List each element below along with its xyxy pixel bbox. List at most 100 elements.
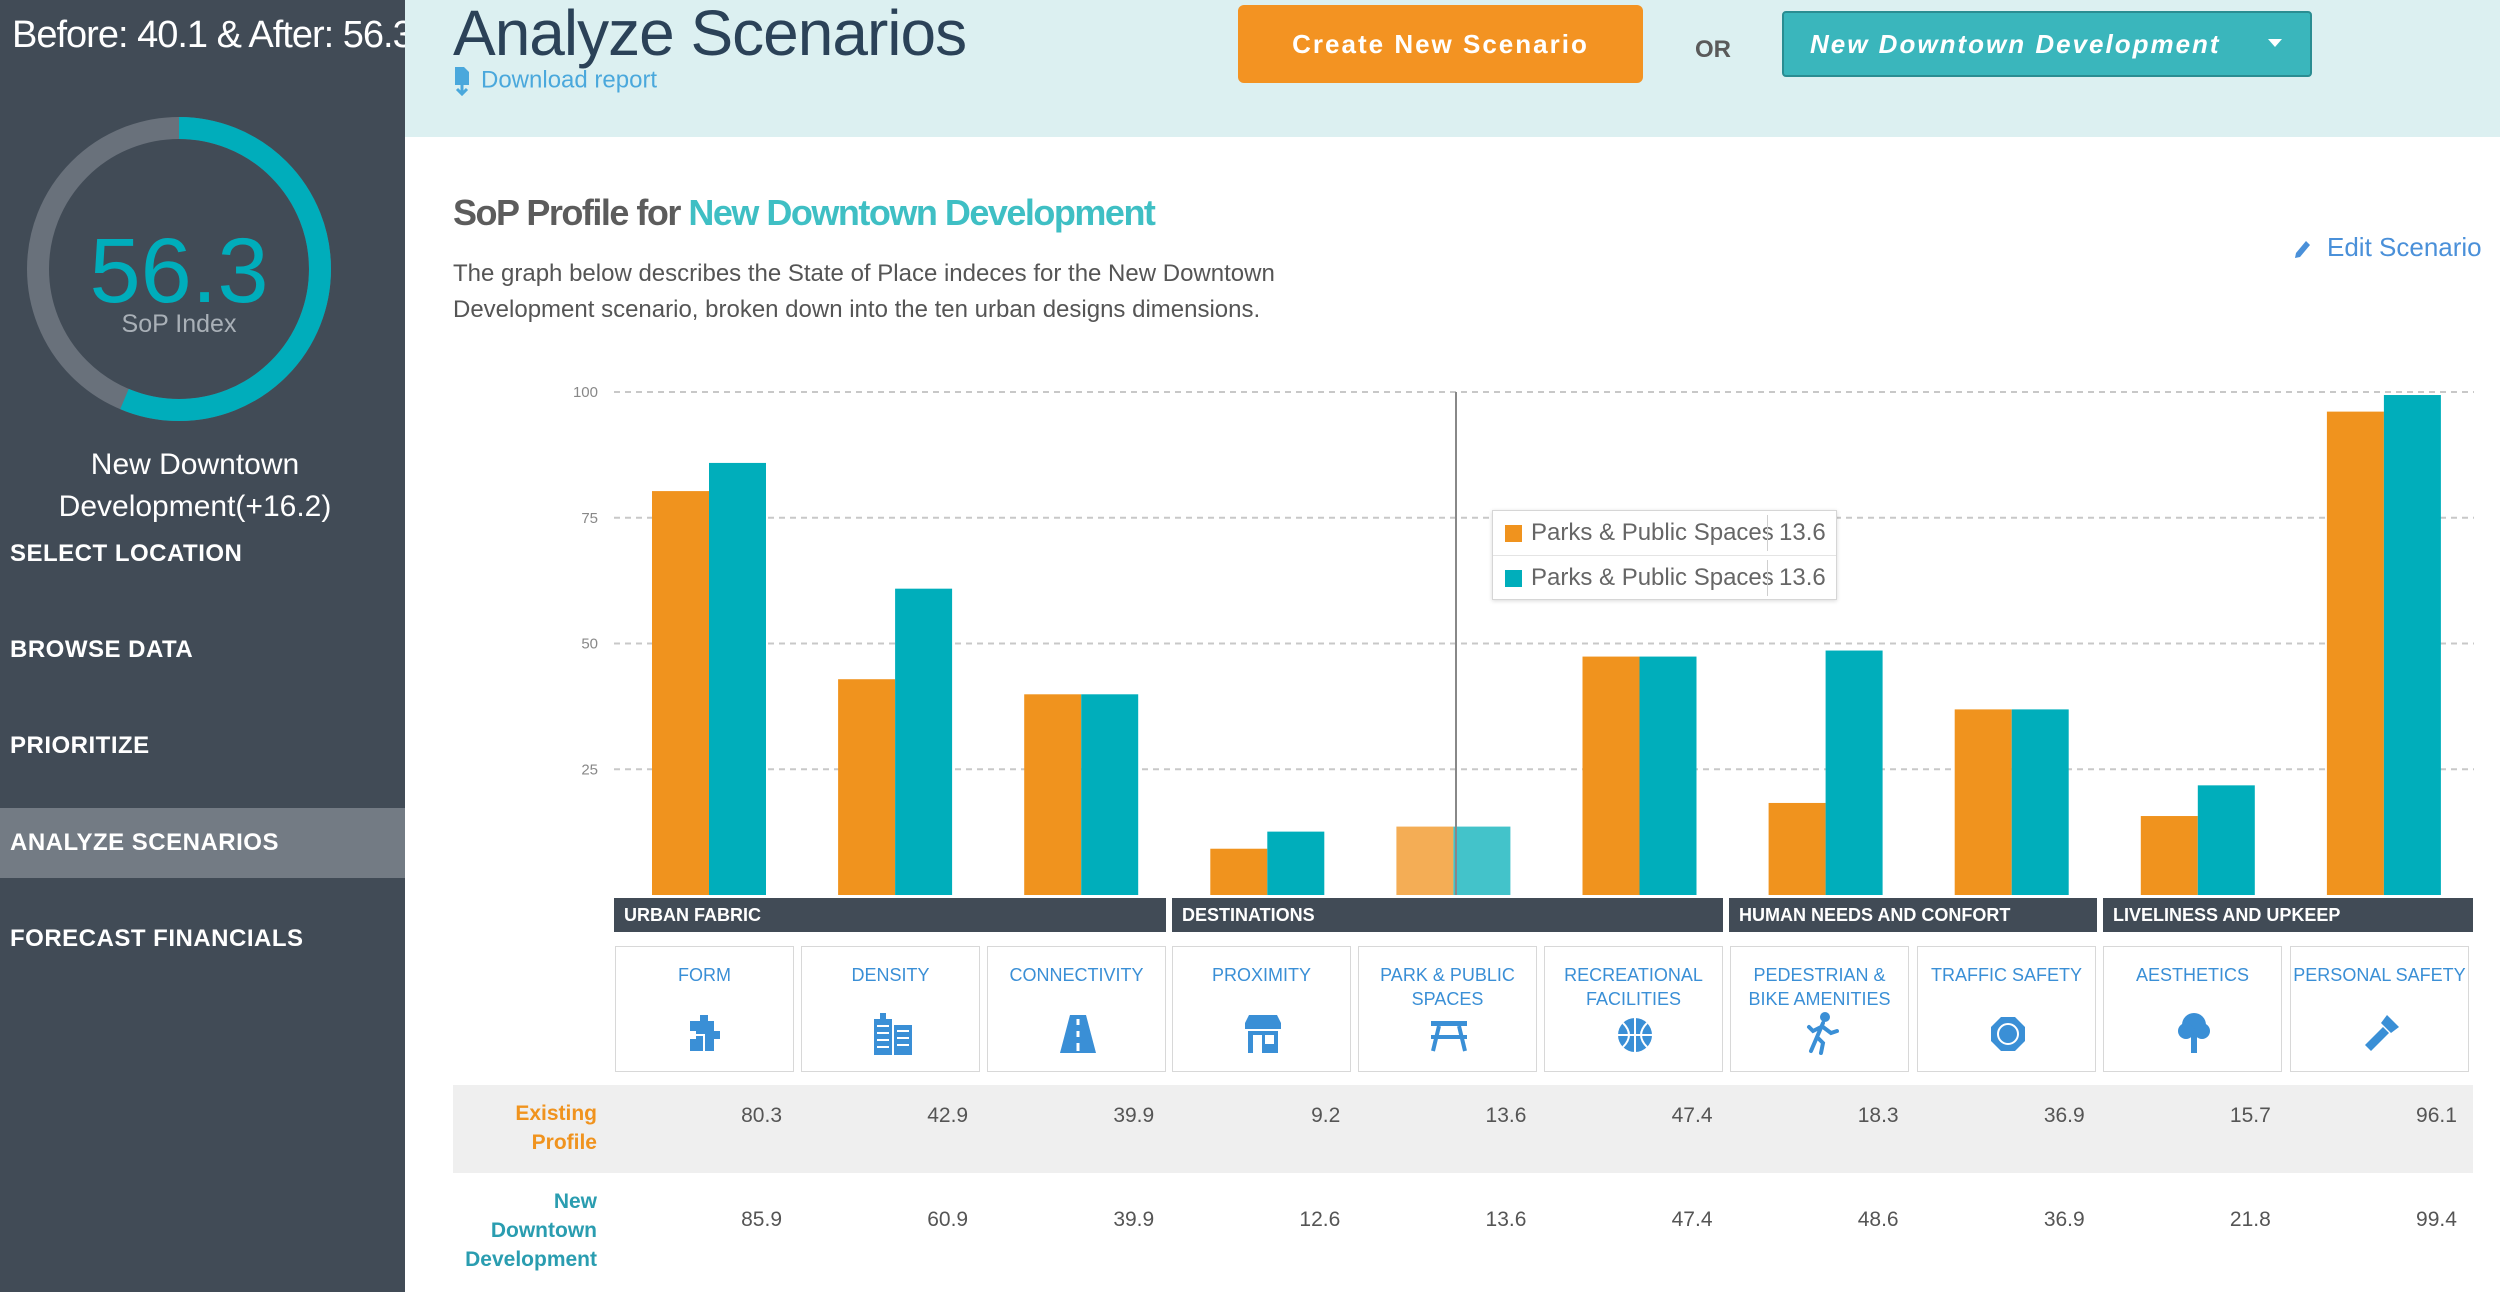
tooltip-row-existing: Parks & Public Spaces 13.6 — [1493, 511, 1836, 555]
row-header-new: New Downtown Development — [465, 1190, 597, 1271]
or-label: OR — [1695, 36, 1731, 63]
bar-new[interactable] — [1267, 831, 1325, 895]
bar-existing[interactable] — [1024, 694, 1082, 895]
download-report-label: Download report — [481, 66, 658, 94]
bar-existing[interactable] — [1210, 848, 1268, 895]
dimension-label: PERSONAL SAFETY — [2293, 965, 2466, 985]
dimension-label: PARK & PUBLIC SPACES — [1380, 965, 1515, 1009]
tooltip-value: 13.6 — [1779, 564, 1826, 591]
chart-tooltip: Parks & Public Spaces 13.6 Parks & Publi… — [1492, 510, 1837, 600]
table-cell: 60.9 — [927, 1208, 969, 1231]
header: Analyze Scenarios Download report Create… — [405, 0, 2500, 137]
row-header-existing: Existing Profile — [515, 1102, 597, 1154]
road-icon — [1060, 1015, 1096, 1053]
nav-browse-data[interactable]: BROWSE DATA — [10, 636, 194, 663]
table-cell: 13.6 — [1485, 1104, 1527, 1127]
scenario-name-line1: New Downtown — [90, 448, 300, 481]
download-report-link[interactable]: Download report — [453, 66, 658, 97]
y-tick-label: 100 — [573, 384, 598, 401]
bar-new[interactable] — [1081, 694, 1139, 895]
table-cell: 15.7 — [2229, 1104, 2271, 1127]
dimension-label: FORM — [678, 965, 731, 985]
dimension-label: TRAFFIC SAFETY — [1930, 965, 2082, 985]
table-cell: 96.1 — [2416, 1104, 2457, 1127]
bar-existing[interactable] — [2140, 816, 2198, 895]
table-cell: 36.9 — [2043, 1208, 2085, 1231]
scenario-dropdown[interactable]: New Downtown Development — [1782, 11, 2312, 77]
dimension-card-aesthetics[interactable]: AESTHETICS — [2103, 946, 2282, 1072]
bar-existing[interactable] — [1396, 826, 1454, 895]
caret-down-icon — [2268, 39, 2282, 47]
table-cell: 85.9 — [741, 1208, 782, 1231]
group-band-liveliness: LIVELINESS AND UPKEEP — [2103, 898, 2473, 932]
table-cell: 48.6 — [1857, 1208, 1899, 1231]
bar-new[interactable] — [2197, 785, 2255, 895]
scenario-name-line2: Development(+16.2) — [58, 490, 332, 523]
table-cell: 18.3 — [1857, 1104, 1899, 1127]
profile-title-prefix: SoP Profile for — [453, 192, 689, 233]
y-tick-label: 50 — [581, 636, 598, 653]
nav-analyze-scenarios[interactable]: ANALYZE SCENARIOS — [0, 808, 405, 878]
dimension-card-form[interactable]: FORM — [615, 946, 794, 1072]
sidebar: Before: 40.1 & After: 56.3 56.3 SoP Inde… — [0, 0, 414, 1292]
nav-forecast-financials[interactable]: FORECAST FINANCIALS — [10, 925, 304, 952]
bar-existing[interactable] — [1582, 656, 1640, 895]
dimension-card-parks[interactable]: PARK & PUBLIC SPACES — [1358, 946, 1537, 1072]
bar-existing[interactable] — [1768, 802, 1826, 895]
picnic-table-icon — [1431, 1021, 1467, 1052]
walking-person-icon — [1807, 1012, 1839, 1055]
table-row-new — [453, 1173, 2473, 1292]
bar-new[interactable] — [2011, 709, 2069, 895]
table-cell: 21.8 — [2229, 1208, 2271, 1231]
bar-existing[interactable] — [1954, 709, 2012, 895]
bar-new[interactable] — [2383, 395, 2441, 895]
tooltip-separator — [1767, 560, 1768, 596]
nav-select-location[interactable]: SELECT LOCATION — [10, 540, 243, 567]
table-cell: 47.4 — [1671, 1104, 1713, 1127]
table-cell: 80.3 — [741, 1104, 782, 1127]
dimension-card-traffic-safety[interactable]: TRAFFIC SAFETY — [1917, 946, 2096, 1072]
dimension-label: AESTHETICS — [2135, 965, 2250, 985]
dimension-card-density[interactable]: DENSITY — [801, 946, 980, 1072]
dimension-card-connectivity[interactable]: CONNECTIVITY — [987, 946, 1166, 1072]
scenario-summary: New Downtown Development(+16.2) — [0, 444, 390, 528]
puzzle-icon — [690, 1015, 720, 1051]
download-file-icon — [455, 67, 469, 97]
dimension-label: PROXIMITY — [1211, 965, 1311, 985]
stop-sign-icon — [1991, 1017, 2025, 1051]
group-band-human-needs: HUMAN NEEDS AND CONFORT — [1729, 898, 2097, 932]
bar-new[interactable] — [895, 588, 953, 895]
basketball-icon — [1618, 1018, 1652, 1052]
table-cell: 42.9 — [927, 1104, 969, 1127]
y-tick-label: 25 — [581, 761, 598, 778]
bar-new[interactable] — [1453, 826, 1511, 895]
dimension-card-proximity[interactable]: PROXIMITY — [1172, 946, 1351, 1072]
bar-new[interactable] — [1639, 656, 1697, 895]
table-cell: 47.4 — [1671, 1208, 1713, 1231]
nav-prioritize[interactable]: PRIORITIZE — [10, 732, 150, 759]
bar-existing[interactable] — [2326, 411, 2384, 895]
profile-title: SoP Profile for New Downtown Development — [453, 192, 1156, 234]
edit-scenario-label: Edit Scenario — [2327, 232, 2482, 262]
chart-bars — [652, 395, 2441, 895]
dimension-label: CONNECTIVITY — [1009, 965, 1144, 985]
sop-index-gauge: 56.3 SoP Index — [27, 117, 331, 421]
edit-scenario-link[interactable]: Edit Scenario — [2293, 232, 2482, 263]
create-new-scenario-button[interactable]: Create New Scenario — [1238, 5, 1643, 83]
page-title: Analyze Scenarios — [453, 0, 967, 69]
table-cell: 39.9 — [1113, 1104, 1155, 1127]
tooltip-separator — [1767, 515, 1768, 551]
bar-new[interactable] — [1825, 650, 1883, 895]
group-band-destinations: DESTINATIONS — [1172, 898, 1723, 932]
table-cell: 9.2 — [1311, 1104, 1341, 1127]
flashlight-icon — [2365, 1015, 2399, 1051]
dimension-card-recreational[interactable]: RECREATIONAL FACILITIES — [1544, 946, 1723, 1072]
profile-description: The graph below describes the State of P… — [453, 260, 1275, 323]
bar-new[interactable] — [709, 462, 766, 895]
bar-existing[interactable] — [652, 491, 709, 895]
dimension-card-personal-safety[interactable]: PERSONAL SAFETY — [2290, 946, 2469, 1072]
bar-existing[interactable] — [838, 679, 896, 895]
table-cell: 39.9 — [1113, 1208, 1155, 1231]
dimension-card-pedestrian[interactable]: PEDESTRIAN & BIKE AMENITIES — [1730, 946, 1909, 1072]
